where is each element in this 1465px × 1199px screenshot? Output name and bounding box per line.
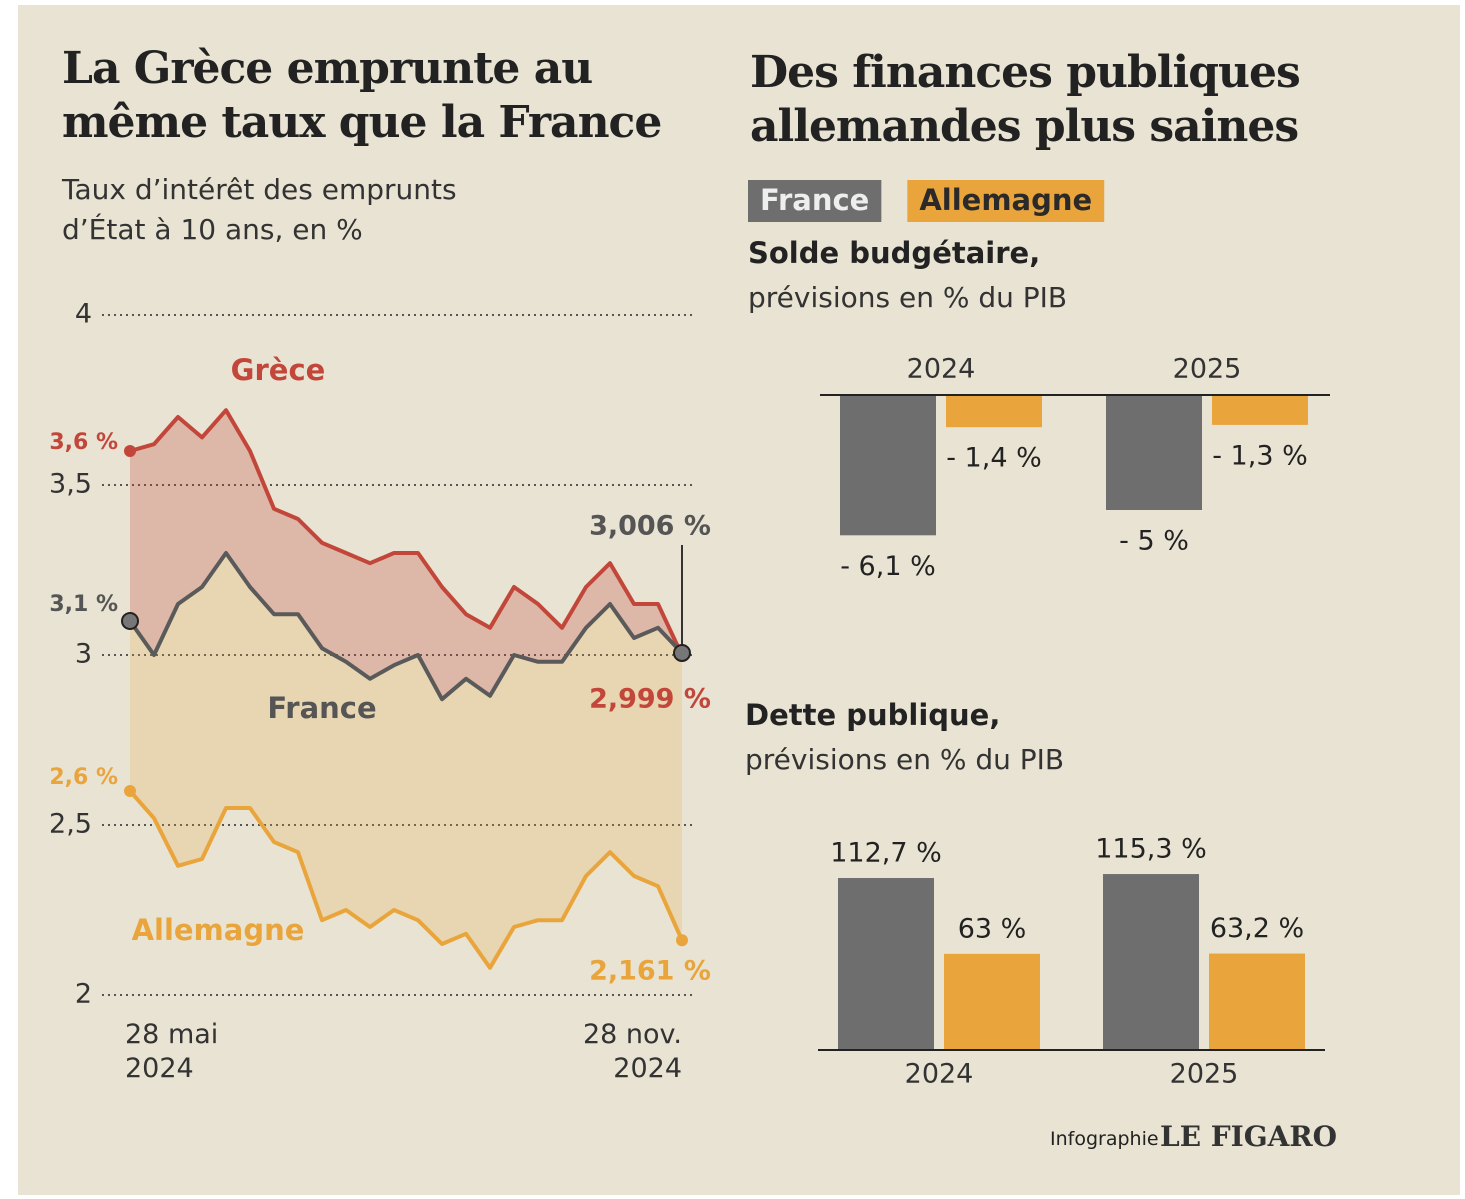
value-label: - 1,4 % <box>946 443 1042 474</box>
logo: LE FIGARO <box>1160 1120 1338 1153</box>
bar <box>838 878 934 1050</box>
value-label: - 5 % <box>1119 526 1189 557</box>
bar <box>946 395 1042 428</box>
y-tick-label: 2,5 <box>49 809 92 840</box>
series-label: Grèce <box>231 353 326 387</box>
chart-title: Solde budgétaire, <box>748 236 1041 270</box>
value-label: 2,161 % <box>589 956 711 987</box>
left-title: La Grèce emprunte au même taux que la Fr… <box>62 43 662 148</box>
legend-label: Allemagne <box>919 183 1092 217</box>
value-label: 63,2 % <box>1210 913 1304 944</box>
end-dot <box>124 445 136 457</box>
end-dot <box>673 643 691 662</box>
legend-item: Allemagne <box>907 180 1105 222</box>
chart-subtitle: prévisions en % du PIB <box>745 743 1065 776</box>
bar <box>1106 395 1202 510</box>
end-dot <box>676 934 688 947</box>
legend-label: France <box>760 183 869 217</box>
y-tick-label: 3 <box>75 639 92 670</box>
y-tick-label: 2 <box>75 979 92 1010</box>
chart-title: Dette publique, <box>745 698 1001 732</box>
category-label: 2024 <box>907 354 976 385</box>
series-line <box>128 551 684 702</box>
legend-swatch <box>907 180 1105 222</box>
band-fill <box>130 553 682 968</box>
bar <box>944 953 1040 1050</box>
legend-swatch <box>748 180 882 222</box>
series-label: Allemagne <box>132 913 305 947</box>
bar <box>1212 395 1308 425</box>
credit: Infographie <box>1050 1128 1159 1150</box>
value-label: - 1,3 % <box>1212 440 1308 471</box>
bar <box>1209 953 1305 1050</box>
bar <box>1103 874 1199 1050</box>
value-label: 112,7 % <box>830 838 942 869</box>
value-label: 2,999 % <box>589 684 711 715</box>
end-dot <box>121 612 139 630</box>
left-subtitle: Taux d’intérêt des emprunts d’État à 10 … <box>62 173 457 246</box>
y-tick-label: 3,5 <box>49 469 92 500</box>
end-dot <box>124 785 136 797</box>
legend-item: France <box>748 180 882 222</box>
value-label: 3,1 % <box>49 592 118 617</box>
bar <box>840 395 936 536</box>
value-label: 63 % <box>958 913 1027 944</box>
chart-subtitle: prévisions en % du PIB <box>748 281 1068 314</box>
x-tick-label: 28 mai 2024 <box>125 1019 219 1084</box>
value-label: - 6,1 % <box>840 551 936 582</box>
value-label: 3,006 % <box>589 511 711 542</box>
category-label: 2025 <box>1173 354 1242 385</box>
value-label: 115,3 % <box>1095 834 1207 865</box>
category-label: 2024 <box>905 1059 974 1090</box>
series-line <box>129 408 684 657</box>
right-title: Des finances publiques allemandes plus s… <box>750 47 1301 152</box>
value-label: 2,6 % <box>49 765 118 790</box>
series-label: France <box>267 691 376 725</box>
value-label: 3,6 % <box>49 430 118 455</box>
category-label: 2025 <box>1170 1059 1239 1090</box>
y-tick-label: 4 <box>75 299 92 330</box>
series-line <box>128 789 684 970</box>
x-tick-label: 28 nov. 2024 <box>582 1019 682 1084</box>
